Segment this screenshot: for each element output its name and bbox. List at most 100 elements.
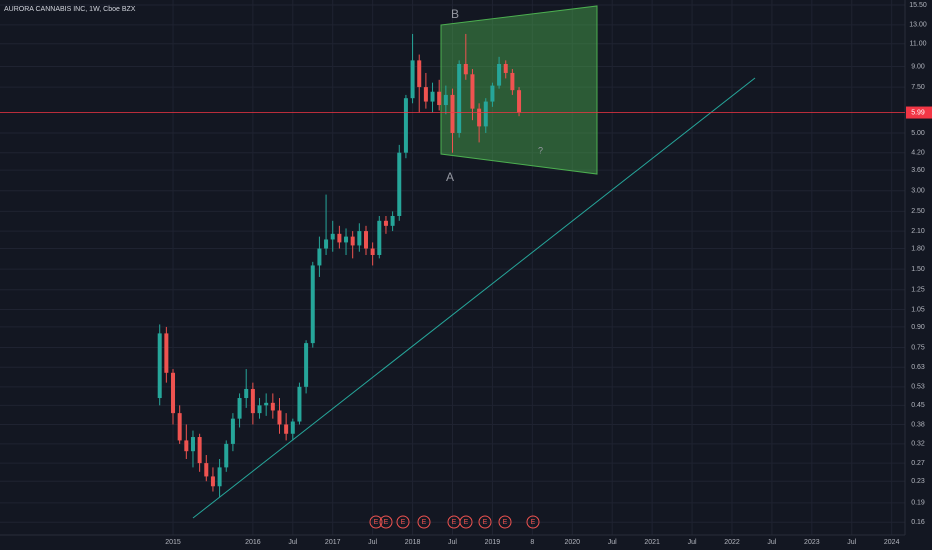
candle-body <box>237 398 242 419</box>
candle-body <box>397 152 402 216</box>
y-tick-label: 3.60 <box>911 167 925 174</box>
candle-body <box>224 443 229 468</box>
candle-body <box>230 418 235 444</box>
y-tick-label: 5.00 <box>911 130 925 137</box>
candle-body <box>470 74 475 109</box>
candle-body <box>270 402 275 411</box>
earnings-label: E <box>401 519 406 526</box>
candle-body <box>190 437 195 452</box>
candle-body <box>297 386 302 422</box>
trend-line <box>192 77 756 519</box>
candle-body <box>164 333 169 373</box>
earnings-marker <box>459 515 473 529</box>
candle-body <box>410 60 415 99</box>
earnings-label: E <box>464 519 469 526</box>
candle-body <box>210 476 215 487</box>
candle-body <box>257 405 262 414</box>
y-tick-label: 9.00 <box>911 63 925 70</box>
candle-body <box>403 98 408 153</box>
x-tick-label: Jul <box>688 539 697 546</box>
candle-body <box>250 388 255 414</box>
annotation: B <box>451 7 459 21</box>
earnings-marker <box>478 515 492 529</box>
candle-body <box>510 72 515 91</box>
candle-body <box>350 236 355 246</box>
y-tick-label: 3.00 <box>911 188 925 195</box>
y-tick-label: 13.00 <box>909 22 927 29</box>
x-tick-label: Jul <box>608 539 617 546</box>
chart-title: AURORA CANNABIS INC, 1W, Cboe BZX <box>4 6 136 13</box>
x-tick-label: 2018 <box>405 539 421 546</box>
x-tick-label: Jul <box>288 539 297 546</box>
x-tick-label: 2016 <box>245 539 261 546</box>
last-price-box <box>906 106 932 119</box>
candle-body <box>503 63 508 73</box>
earnings-label: E <box>503 519 508 526</box>
candle-body <box>177 413 182 441</box>
x-tick-label: 2022 <box>724 539 740 546</box>
annotation: A <box>446 170 454 184</box>
x-tick-label: 2024 <box>884 539 900 546</box>
earnings-marker <box>498 515 512 529</box>
x-tick-label: 8 <box>530 539 534 546</box>
x-tick-label: 2019 <box>485 539 501 546</box>
y-tick-label: 0.90 <box>911 324 925 331</box>
candle-body <box>370 248 375 255</box>
y-tick-label: 4.20 <box>911 150 925 157</box>
candle-body <box>390 215 395 226</box>
y-tick-label: 7.50 <box>911 84 925 91</box>
candle-body <box>304 343 309 387</box>
x-tick-label: 2021 <box>644 539 660 546</box>
candle-body <box>290 421 295 434</box>
candle-body <box>490 85 495 102</box>
y-tick-label: 15.50 <box>909 2 927 9</box>
y-tick-label: 0.27 <box>911 460 925 467</box>
earnings-marker <box>526 515 540 529</box>
x-tick-label: 2020 <box>564 539 580 546</box>
last-price-label: 5.99 <box>911 109 925 116</box>
earnings-marker <box>369 515 383 529</box>
candle-body <box>457 63 462 133</box>
candle-body <box>377 220 382 255</box>
y-tick-label: 11.00 <box>910 41 927 48</box>
earnings-markers: E E E E E E E E E <box>369 515 540 529</box>
y-tick-label: 0.75 <box>911 344 925 351</box>
candle-body <box>423 87 428 102</box>
y-tick-label: 2.50 <box>911 208 925 215</box>
x-tick-label: Jul <box>368 539 377 546</box>
earnings-label: E <box>374 519 379 526</box>
candle-body <box>437 91 442 106</box>
candle-body <box>417 60 422 88</box>
y-tick-label: 0.16 <box>911 519 925 526</box>
x-tick-label: 2023 <box>804 539 820 546</box>
candle-body <box>383 220 388 226</box>
candle-body <box>157 333 162 399</box>
candle-body <box>517 90 522 113</box>
y-tick-label: 0.23 <box>911 478 925 485</box>
candle-body <box>344 236 349 243</box>
candle-body <box>317 248 322 266</box>
candles <box>157 33 522 498</box>
candle-body <box>477 108 482 127</box>
y-tick-label: 0.53 <box>911 384 925 391</box>
candle-body <box>497 63 502 86</box>
x-tick-label: 2015 <box>165 539 181 546</box>
candle-body <box>217 467 222 487</box>
candle-body <box>264 402 269 406</box>
y-tick-label: 1.05 <box>911 306 925 313</box>
y-tick-label: 0.45 <box>911 402 925 409</box>
candle-body <box>337 233 342 243</box>
earnings-marker <box>417 515 431 529</box>
y-tick-label: 0.32 <box>911 441 925 448</box>
candle-body <box>171 372 176 414</box>
y-tick-label: 1.25 <box>911 287 925 294</box>
candle-body <box>330 233 335 240</box>
candle-body <box>363 231 368 249</box>
earnings-label: E <box>384 519 389 526</box>
earnings-label: E <box>452 519 457 526</box>
y-tick-label: 0.19 <box>911 500 925 507</box>
y-tick-label: 0.38 <box>911 421 925 428</box>
